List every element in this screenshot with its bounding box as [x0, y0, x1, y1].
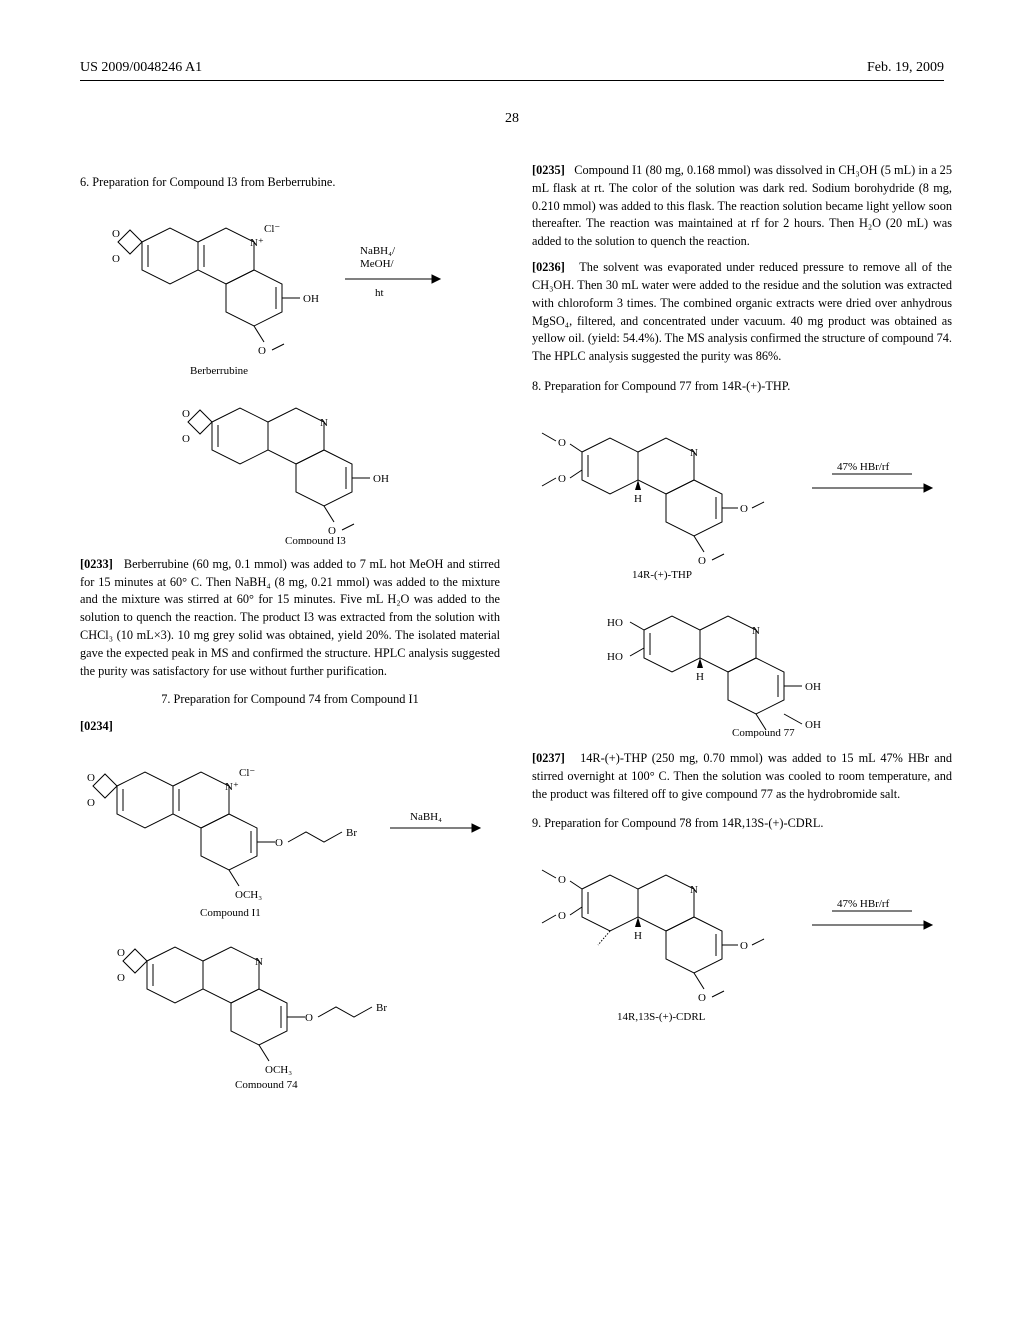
- reaction-diagram-2: O O N⁺ Cl⁻ O Br OCH: [80, 748, 500, 1088]
- page-header: US 2009/0048246 A1 Feb. 19, 2009: [80, 60, 944, 76]
- svg-text:O: O: [698, 992, 706, 1004]
- svg-text:Br: Br: [346, 827, 357, 839]
- svg-text:O: O: [112, 228, 120, 240]
- svg-text:H: H: [696, 671, 704, 683]
- svg-text:H: H: [634, 930, 642, 942]
- left-column: 6. Preparation for Compound I3 from Berb…: [80, 162, 500, 1100]
- para-0235-text: Compound I1 (80 mg, 0.168 mmol) was diss…: [532, 163, 952, 248]
- svg-text:Cl⁻: Cl⁻: [239, 767, 255, 779]
- para-0236-text: The solvent was evaporated under reduced…: [532, 260, 952, 363]
- svg-text:O: O: [87, 772, 95, 784]
- svg-text:O: O: [112, 253, 120, 265]
- svg-text:O: O: [558, 437, 566, 449]
- svg-text:O: O: [305, 1012, 313, 1024]
- svg-text:HO: HO: [607, 617, 623, 629]
- svg-text:O: O: [275, 837, 283, 849]
- section-6-title: 6. Preparation for Compound I3 from Berb…: [80, 174, 500, 192]
- svg-text:O: O: [117, 972, 125, 984]
- svg-text:ht: ht: [375, 287, 384, 299]
- svg-text:OH: OH: [373, 473, 389, 485]
- svg-text:OCH₃: OCH₃: [265, 1064, 292, 1076]
- para-0233-number: [0233]: [80, 557, 113, 571]
- section-9-title: 9. Preparation for Compound 78 from 14R,…: [532, 815, 952, 833]
- svg-text:N: N: [690, 884, 698, 896]
- svg-text:NaBH₄/: NaBH₄/: [360, 245, 396, 257]
- svg-text:O: O: [182, 408, 190, 420]
- svg-text:Compound I1: Compound I1: [200, 907, 261, 919]
- svg-text:O: O: [558, 874, 566, 886]
- reaction-diagram-1: O O N⁺ Cl⁻ OH: [80, 204, 500, 544]
- svg-text:47% HBr/rf: 47% HBr/rf: [837, 461, 890, 473]
- para-0234-number: [0234]: [80, 719, 113, 733]
- para-0233-text: Berberrubine (60 mg, 0.1 mmol) was added…: [80, 557, 500, 678]
- svg-text:N⁺: N⁺: [250, 237, 264, 249]
- svg-text:Compound I3: Compound I3: [285, 535, 346, 544]
- svg-text:O: O: [258, 345, 266, 357]
- svg-text:O: O: [740, 503, 748, 515]
- header-rule: [80, 80, 944, 81]
- two-column-layout: 6. Preparation for Compound I3 from Berb…: [80, 162, 944, 1100]
- svg-text:N⁺: N⁺: [225, 781, 239, 793]
- svg-text:14R-(+)-THP: 14R-(+)-THP: [632, 569, 692, 581]
- svg-text:N: N: [752, 625, 760, 637]
- svg-text:O: O: [87, 797, 95, 809]
- page-number: 28: [80, 111, 944, 127]
- paragraph-0234: [0234]: [80, 718, 500, 736]
- svg-text:NaBH₄: NaBH₄: [410, 811, 442, 823]
- section-8-title: 8. Preparation for Compound 77 from 14R-…: [532, 378, 952, 396]
- para-0237-number: [0237]: [532, 751, 565, 765]
- svg-text:N: N: [320, 417, 328, 429]
- reaction-diagram-4: O O N H: [532, 845, 952, 1025]
- svg-text:Br: Br: [376, 1002, 387, 1014]
- header-left: US 2009/0048246 A1: [80, 60, 202, 76]
- svg-text:OH: OH: [303, 293, 319, 305]
- svg-text:O: O: [698, 555, 706, 567]
- svg-text:N: N: [255, 956, 263, 968]
- svg-text:Compound 77: Compound 77: [732, 727, 795, 738]
- svg-text:OCH₃: OCH₃: [235, 889, 262, 901]
- para-0237-text: 14R-(+)-THP (250 mg, 0.70 mmol) was adde…: [532, 751, 952, 801]
- svg-text:OH: OH: [805, 719, 821, 731]
- para-0236-number: [0236]: [532, 260, 565, 274]
- section-7-title: 7. Preparation for Compound 74 from Comp…: [80, 691, 500, 709]
- svg-text:O: O: [117, 947, 125, 959]
- reaction-diagram-3: O O N H O: [532, 408, 952, 738]
- svg-text:14R,13S-(+)-CDRL: 14R,13S-(+)-CDRL: [617, 1011, 706, 1023]
- para-0235-number: [0235]: [532, 163, 565, 177]
- svg-text:O: O: [182, 433, 190, 445]
- svg-text:Compound 74: Compound 74: [235, 1079, 298, 1088]
- svg-text:N: N: [690, 447, 698, 459]
- paragraph-0235: [0235] Compound I1 (80 mg, 0.168 mmol) w…: [532, 162, 952, 251]
- svg-text:O: O: [558, 910, 566, 922]
- svg-text:O: O: [558, 473, 566, 485]
- paragraph-0237: [0237] 14R-(+)-THP (250 mg, 0.70 mmol) w…: [532, 750, 952, 803]
- svg-text:OH: OH: [805, 681, 821, 693]
- svg-text:O: O: [740, 940, 748, 952]
- svg-text:Berberrubine: Berberrubine: [190, 365, 248, 377]
- paragraph-0236: [0236] The solvent was evaporated under …: [532, 259, 952, 366]
- right-column: [0235] Compound I1 (80 mg, 0.168 mmol) w…: [532, 162, 952, 1100]
- svg-text:HO: HO: [607, 651, 623, 663]
- svg-text:Cl⁻: Cl⁻: [264, 223, 280, 235]
- svg-text:47% HBr/rf: 47% HBr/rf: [837, 898, 890, 910]
- paragraph-0233: [0233] Berberrubine (60 mg, 0.1 mmol) wa…: [80, 556, 500, 681]
- svg-text:MeOH/: MeOH/: [360, 258, 395, 270]
- svg-text:H: H: [634, 493, 642, 505]
- header-right: Feb. 19, 2009: [867, 60, 944, 76]
